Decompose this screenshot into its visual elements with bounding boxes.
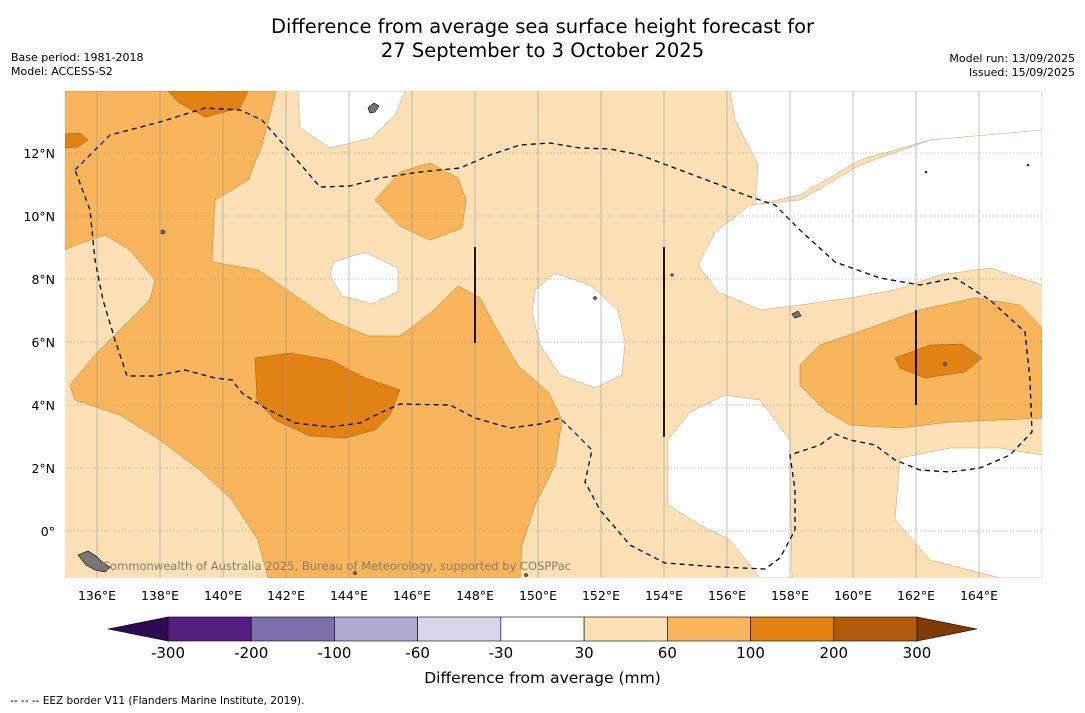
lat-tick-4N: 4°N (31, 398, 55, 413)
colorbar-segment (583, 616, 668, 642)
meta-left: Base period: 1981-2018 Model: ACCESS-S2 (11, 51, 143, 79)
latitude-ticks: 12°N 10°N 8°N 6°N 4°N 2°N 0° (23, 146, 55, 539)
colorbar-tick: -30 (488, 644, 514, 662)
colorbar-segment (334, 616, 418, 642)
lat-tick-12N: 12°N (23, 146, 55, 161)
white-region-central (531, 272, 626, 389)
lon-tick-140E: 140°E (204, 588, 242, 603)
colorbar-segment (833, 616, 918, 642)
colorbar-segment (417, 616, 502, 642)
white-region-northeast (697, 124, 1042, 311)
white-region-southeast (667, 394, 793, 578)
model-run: Model run: 13/09/2025 (949, 52, 1075, 65)
lon-tick-154E: 154°E (645, 588, 683, 603)
island-9 (524, 573, 528, 577)
island-1 (367, 102, 380, 114)
colorbar-segment (250, 616, 335, 642)
island-11 (924, 170, 928, 174)
lon-tick-162E: 162°E (897, 588, 935, 603)
colorbar-tick: 200 (819, 644, 849, 662)
lat-tick-2N: 2°N (31, 461, 55, 476)
band-100-200-west-edge (65, 132, 89, 149)
colorbar-tick: -300 (150, 644, 186, 662)
lat-tick-6N: 6°N (31, 335, 55, 350)
colorbar-segment (750, 616, 835, 642)
eez-border (74, 107, 1033, 570)
map-area: Commonwealth of Australia 2025, Bureau o… (65, 91, 1042, 578)
island-2 (791, 310, 802, 319)
lon-tick-138E: 138°E (141, 588, 179, 603)
colorbar-tick: 60 (657, 644, 677, 662)
lat-tick-10N: 10°N (23, 209, 55, 224)
colorbar-tick: 30 (574, 644, 594, 662)
lat-tick-8N: 8°N (31, 272, 55, 287)
lon-tick-148E: 148°E (456, 588, 494, 603)
island-6 (670, 273, 674, 277)
colorbar (107, 616, 978, 642)
title-line-2: 27 September to 3 October 2025 (380, 39, 705, 62)
section-lines (474, 247, 917, 437)
legend-footer: -- -- -- EEZ border V11 (Flanders Marine… (10, 695, 305, 707)
island-3 (77, 550, 111, 573)
title-line-1: Difference from average sea surface heig… (270, 15, 815, 38)
meta-right: Model run: 13/09/2025 Issued: 15/09/2025 (949, 52, 1075, 80)
colorbar-segment (167, 616, 252, 642)
lon-tick-146E: 146°E (393, 588, 431, 603)
band-100-200-top (167, 91, 249, 118)
lat-tick-0: 0° (41, 524, 55, 539)
island-7 (943, 362, 947, 366)
islands (77, 102, 1030, 577)
band-60-100-west (65, 91, 563, 578)
island-5 (593, 296, 597, 300)
colorbar-tick: -60 (405, 644, 430, 662)
colorbar-extend-high (916, 616, 978, 642)
lon-tick-144E: 144°E (330, 588, 368, 603)
white-region-east-low (894, 447, 1042, 578)
colorbar-segment (667, 616, 751, 642)
lon-tick-158E: 158°E (771, 588, 809, 603)
white-region-northeast-top (729, 91, 1042, 206)
lon-tick-164E: 164°E (960, 588, 998, 603)
colorbar-tick: 100 (736, 644, 765, 662)
longitude-ticks: 136°E 138°E 140°E 142°E 144°E 146°E 148°… (78, 588, 998, 603)
colorbar-extend-low (107, 616, 169, 642)
lon-tick-150E: 150°E (519, 588, 557, 603)
colorbar-segment (500, 616, 585, 642)
band-100-200-center (254, 352, 401, 439)
map-title: Difference from average sea surface heig… (0, 15, 1085, 63)
lon-tick-136E: 136°E (78, 588, 116, 603)
lon-tick-160E: 160°E (834, 588, 872, 603)
base-period: Base period: 1981-2018 (11, 51, 144, 64)
island-10 (1026, 163, 1030, 167)
white-region-small-west (329, 251, 399, 305)
band-60-100-north (374, 162, 467, 241)
island-8 (353, 571, 357, 575)
colorbar-label: Difference from average (mm) (424, 669, 661, 687)
lon-tick-142E: 142°E (267, 588, 305, 603)
colorbar-tick: 300 (902, 644, 932, 662)
colorbar-tick: -100 (317, 644, 352, 662)
colorbar-tick: -200 (234, 644, 269, 662)
lon-tick-152E: 152°E (582, 588, 620, 603)
issued-date: Issued: 15/09/2025 (968, 66, 1075, 79)
model-name: Model: ACCESS-S2 (11, 65, 113, 78)
island-4 (160, 229, 166, 235)
lon-tick-156E: 156°E (708, 588, 746, 603)
latitude-gridlines (65, 152, 1042, 532)
watermark: Commonwealth of Australia 2025, Bureau o… (102, 559, 571, 573)
